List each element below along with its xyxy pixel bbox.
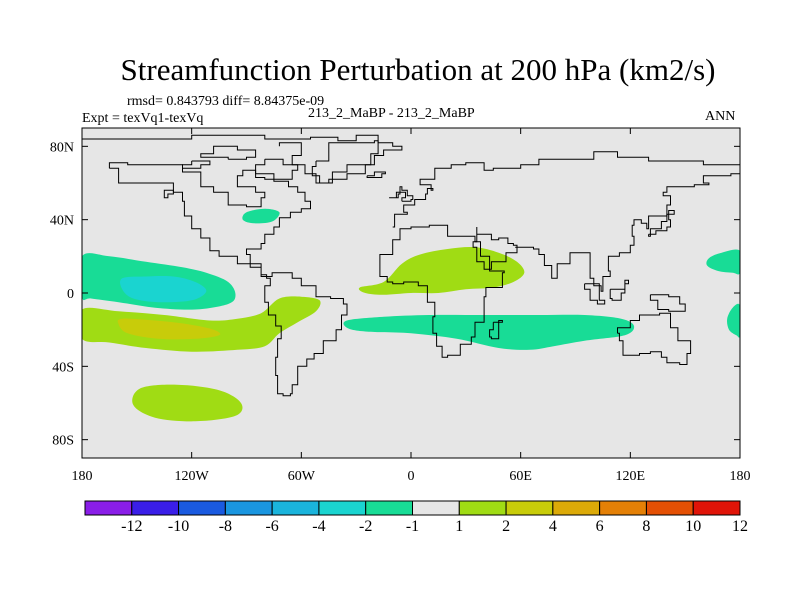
region-pacific-south-core: [117, 318, 221, 340]
coastline-17: [200, 145, 257, 160]
region-pacific-south-band: [82, 296, 321, 352]
coastline-15: [649, 294, 686, 312]
colorbar-label: 2: [502, 518, 510, 535]
colorbar-box: [271, 500, 320, 516]
colorbar-label: -4: [312, 518, 325, 535]
coastline-0: [82, 134, 403, 184]
coastline-12: [648, 210, 675, 237]
colorbar-box: [458, 500, 507, 516]
chart-title: Streamfunction Perturbation at 200 hPa (…: [120, 52, 716, 87]
region-pacific-north-core: [119, 276, 207, 303]
coastline-13: [584, 283, 606, 305]
coastline-3: [392, 151, 740, 228]
coastline-7: [311, 140, 379, 184]
coastline-2: [379, 224, 505, 358]
colorbar-label: -1: [406, 518, 419, 535]
coastline-5: [515, 172, 740, 292]
colorbar-label: -8: [219, 518, 232, 535]
coastline-16: [255, 158, 299, 180]
y-tick-label: 40S: [52, 360, 74, 375]
coastline-14: [609, 279, 629, 301]
coastline-1: [108, 162, 348, 397]
colorbar-label: 12: [732, 518, 748, 535]
colorbar-box: [505, 500, 554, 516]
region-east-pacific-north-edge: [706, 249, 740, 275]
y-tick-label: 80N: [50, 140, 74, 155]
x-tick-label: 120W: [175, 469, 210, 484]
region-atlantic-africa-north: [358, 247, 525, 295]
region-north-america-blob: [242, 208, 280, 224]
coastline-11: [489, 320, 503, 340]
colorbar-box: [224, 500, 273, 516]
colorbar-box: [645, 500, 694, 516]
colorbar-box: [599, 500, 647, 516]
colorbar-label: 8: [642, 518, 650, 535]
coastline-4: [472, 227, 518, 270]
colorbar-label: -12: [121, 518, 142, 535]
experiment-label: Expt = texVq1-texVq: [82, 111, 204, 126]
colorbar-label: 4: [549, 518, 557, 535]
colorbar-label: 6: [596, 518, 604, 535]
x-tick-label: 180: [730, 469, 751, 484]
colorbar-label: -10: [168, 518, 189, 535]
colorbar-box: [692, 500, 741, 516]
x-tick-label: 60W: [288, 469, 316, 484]
colorbar-box: [365, 500, 414, 516]
x-tick-label: 0: [408, 469, 415, 484]
y-tick-label: 80S: [52, 434, 74, 449]
colorbar-box: [131, 500, 180, 516]
region-east-pacific-south-edge: [727, 303, 740, 338]
colorbar-label: -6: [265, 518, 278, 535]
colorbar-box: [318, 500, 367, 516]
colorbar-box: [178, 500, 226, 516]
x-tick-label: 120E: [616, 469, 646, 484]
colorbar-box: [84, 500, 133, 516]
colorbar-box: [552, 500, 601, 516]
coastline-18: [182, 160, 211, 169]
season-label: ANN: [705, 109, 736, 124]
case-label: 213_2_MaBP - 213_2_MaBP: [308, 106, 475, 121]
coastline-9: [399, 186, 414, 202]
x-tick-label: 180: [72, 469, 93, 484]
colorbar-label: -2: [359, 518, 372, 535]
colorbar-label: 10: [685, 518, 701, 535]
colorbar-label: 1: [455, 518, 463, 535]
stats-text: rmsd= 0.843793 diff= 8.84375e-09: [127, 94, 325, 109]
coastline-6: [617, 312, 692, 365]
y-tick-label: 0: [67, 287, 74, 302]
region-south-pacific-high-lat: [132, 384, 243, 422]
y-tick-label: 40N: [50, 214, 74, 229]
region-indian-ocean-band: [343, 314, 635, 350]
colorbar-box: [412, 500, 460, 516]
coastline-10: [389, 191, 401, 199]
coastline-19: [163, 189, 174, 199]
coastline-8: [366, 171, 386, 178]
x-tick-label: 60E: [509, 469, 532, 484]
